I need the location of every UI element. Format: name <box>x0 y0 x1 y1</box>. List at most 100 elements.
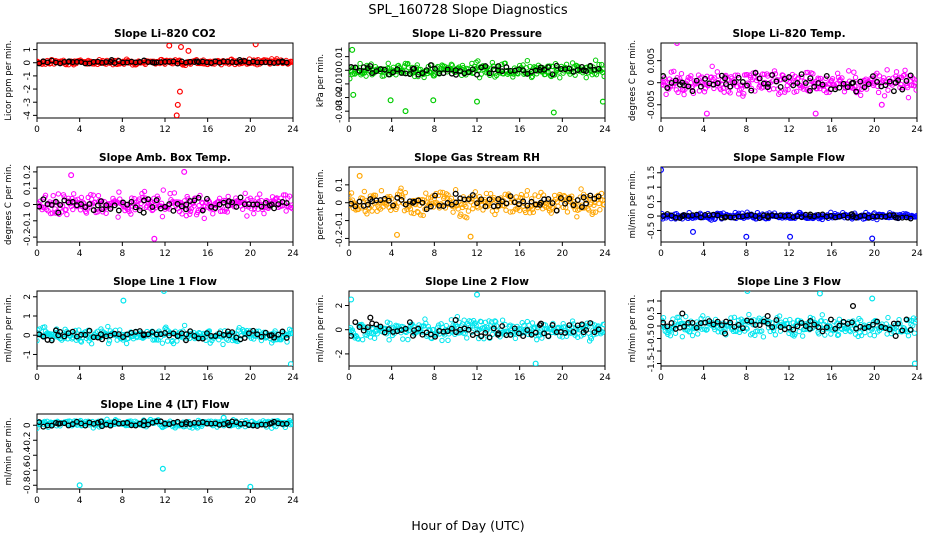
black-point <box>907 215 914 222</box>
outlier-point <box>689 228 696 235</box>
data-point <box>601 73 605 80</box>
x-tick-label: 24 <box>599 373 611 383</box>
x-tick-label: 24 <box>287 373 299 383</box>
data-point <box>229 337 236 344</box>
data-point <box>289 421 293 427</box>
black-point <box>495 202 501 209</box>
black-point <box>432 333 438 340</box>
y-tick-label: -1 <box>23 350 33 359</box>
data-point <box>663 91 669 98</box>
data-point <box>140 194 146 200</box>
outlier-point <box>387 97 394 104</box>
black-point <box>773 317 780 324</box>
y-tick-label: -0.01 <box>335 72 345 95</box>
black-point <box>107 205 114 212</box>
x-tick-label: 4 <box>701 249 707 259</box>
black-point <box>225 198 233 205</box>
data-point <box>876 73 883 79</box>
outlier-point <box>744 291 751 294</box>
panel-title: Slope Amb. Box Temp. <box>99 152 231 164</box>
x-tick-label: 16 <box>514 125 526 135</box>
x-tick-label: 16 <box>202 125 214 135</box>
black-point <box>798 71 805 78</box>
black-point <box>503 200 510 207</box>
data-point <box>160 187 166 193</box>
black-point <box>664 85 671 91</box>
black-point <box>406 71 413 77</box>
data-point <box>591 202 597 208</box>
data-point <box>674 314 680 321</box>
data-point <box>242 190 248 197</box>
y-tick-label: 1 <box>23 47 33 53</box>
data-point <box>510 74 516 80</box>
black-point <box>349 332 355 339</box>
black-point <box>679 79 686 86</box>
black-point <box>225 422 233 429</box>
black-point <box>702 75 709 82</box>
data-point <box>836 316 843 322</box>
black-point <box>170 330 177 337</box>
black-point <box>578 204 585 210</box>
black-point <box>545 64 552 71</box>
black-point <box>679 310 686 317</box>
black-point <box>283 334 290 341</box>
black-point <box>212 205 219 211</box>
outlier-point <box>911 360 917 366</box>
black-point <box>474 200 480 207</box>
black-point <box>765 320 771 327</box>
black-point <box>174 200 181 207</box>
data-point <box>839 75 845 81</box>
black-point <box>721 330 729 337</box>
black-point <box>549 200 556 207</box>
data-point <box>384 319 391 325</box>
x-tick-label: 0 <box>34 373 40 383</box>
black-point <box>764 212 771 220</box>
black-point <box>798 214 805 221</box>
data-point <box>787 316 793 323</box>
outlier-point <box>120 297 127 304</box>
data-point <box>834 332 841 339</box>
data-point <box>86 204 92 210</box>
points <box>349 46 605 116</box>
outlier-point <box>474 291 481 298</box>
black-point <box>748 318 755 325</box>
black-point <box>279 328 286 335</box>
data-point <box>105 323 111 330</box>
black-point <box>764 84 771 91</box>
data-point <box>598 190 605 197</box>
data-point <box>900 72 907 79</box>
black-point <box>352 64 359 71</box>
black-point <box>415 325 422 332</box>
data-point <box>507 209 513 215</box>
data-point <box>449 62 455 68</box>
data-point <box>771 68 778 74</box>
black-point <box>661 319 667 326</box>
black-point <box>874 318 881 325</box>
black-point <box>823 72 830 79</box>
black-point <box>499 323 506 329</box>
data-point <box>225 193 231 200</box>
data-point <box>858 332 865 339</box>
data-point <box>676 78 682 85</box>
black-point <box>545 333 552 340</box>
data-point <box>37 337 40 344</box>
black-point <box>836 322 843 329</box>
data-point <box>167 190 173 197</box>
black-point <box>807 211 814 218</box>
data-point <box>70 191 77 197</box>
x-tick-label: 8 <box>119 249 125 259</box>
data-point <box>280 192 287 198</box>
data-point <box>414 208 420 215</box>
black-point <box>844 84 851 91</box>
black-point <box>853 88 860 95</box>
x-tick-label: 12 <box>159 249 170 259</box>
black-point <box>595 65 602 72</box>
x-tick-label: 4 <box>701 373 707 383</box>
x-tick-label: 12 <box>783 125 794 135</box>
y-tick-label: 0 <box>647 323 657 329</box>
panel-title: Slope Li–820 Pressure <box>412 28 542 40</box>
outlier-point <box>178 43 185 50</box>
data-point <box>363 73 369 79</box>
black-point <box>48 337 55 344</box>
